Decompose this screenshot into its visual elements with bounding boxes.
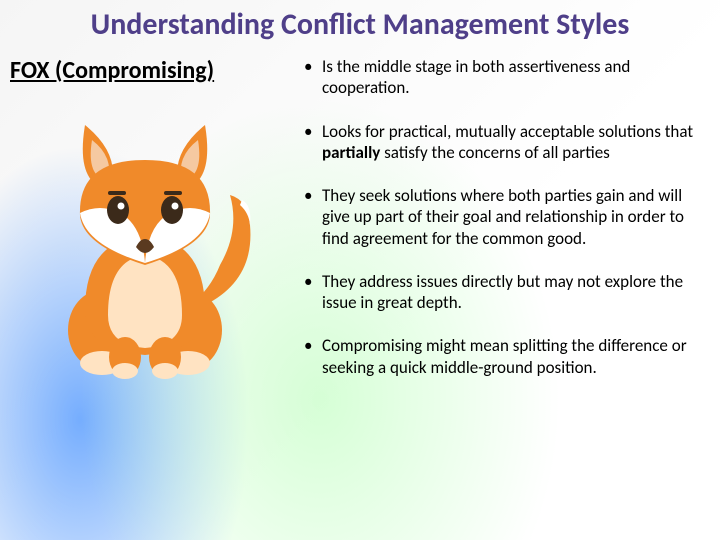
bullet-text: Compromising might mean splitting the di…	[322, 335, 687, 377]
bullet-text: They address issues directly but may not…	[322, 271, 683, 313]
fox-illustration	[30, 105, 260, 385]
list-item: They seek solutions where both parties g…	[300, 185, 710, 249]
bullet-bold: partially	[322, 142, 380, 163]
fox-icon	[30, 105, 260, 385]
page-title: Understanding Conflict Management Styles	[0, 6, 720, 43]
list-item: They address issues directly but may not…	[300, 271, 710, 314]
list-item: Looks for practical, mutually acceptable…	[300, 121, 710, 164]
bullet-list: Is the middle stage in both assertivenes…	[300, 56, 710, 400]
bullet-text: Is the middle stage in both assertivenes…	[322, 56, 630, 98]
bullet-text: Looks for practical, mutually acceptable…	[322, 121, 693, 142]
list-item: Is the middle stage in both assertivenes…	[300, 56, 710, 99]
bullet-text: They seek solutions where both parties g…	[322, 185, 684, 249]
bullet-text-post: satisfy the concerns of all parties	[380, 142, 609, 163]
section-heading: FOX (Compromising)	[10, 56, 214, 85]
list-item: Compromising might mean splitting the di…	[300, 335, 710, 378]
